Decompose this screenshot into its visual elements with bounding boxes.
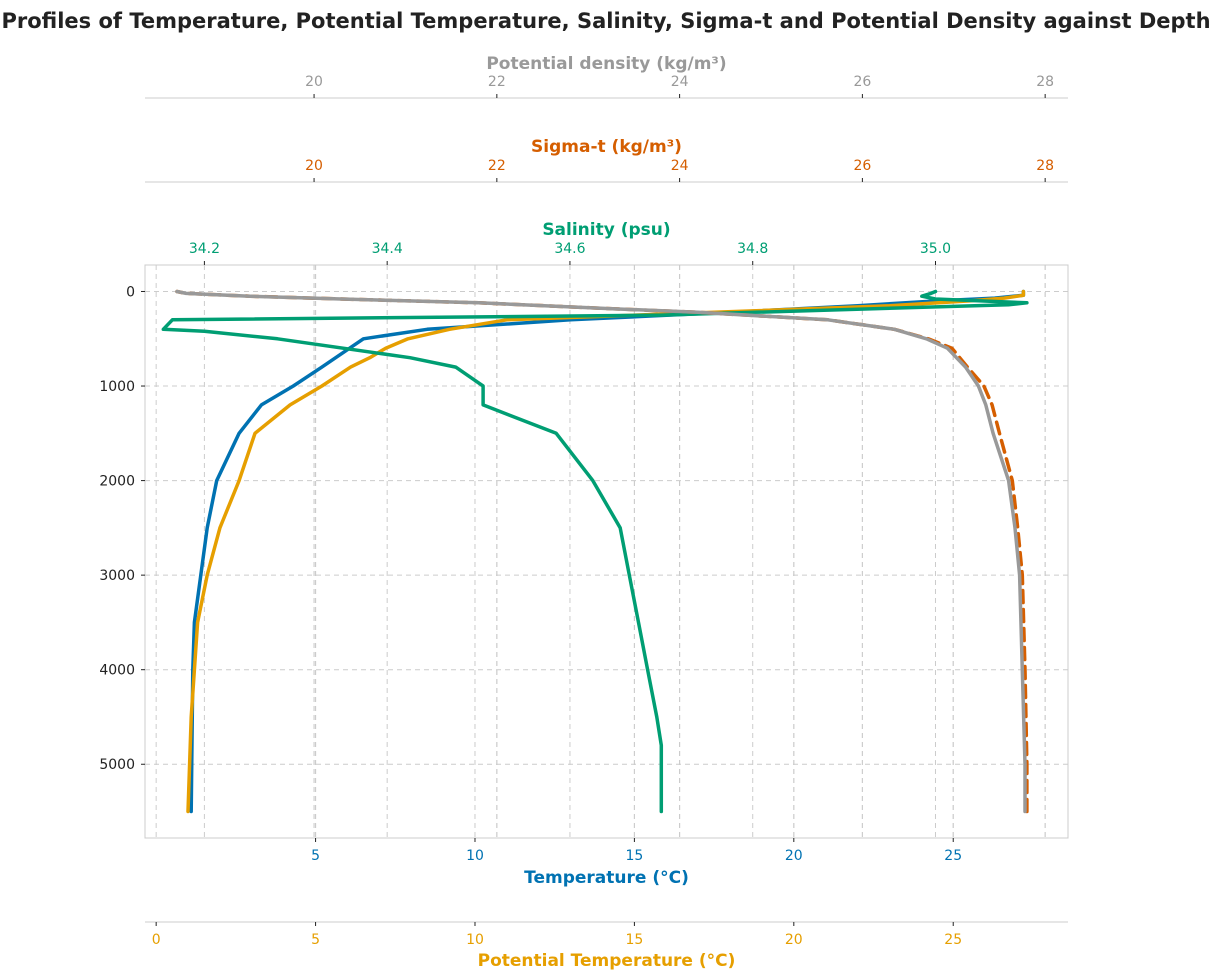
x-tick-label-salinity: 34.6: [554, 241, 585, 257]
series-line-salinity: [161, 289, 1029, 814]
series-layer: [161, 289, 1029, 814]
y-tick-label: 4000: [99, 663, 135, 679]
chart-title: Profiles of Temperature, Potential Tempe…: [1, 9, 1210, 33]
x-tick-label-temperature: 25: [944, 848, 962, 864]
x-tick-label-potential_density: 28: [1036, 74, 1054, 90]
x-tick-label-potential_temperature: 15: [625, 932, 643, 948]
x-tick-label-sigma_t: 22: [488, 158, 506, 174]
x-tick-label-temperature: 20: [785, 848, 803, 864]
x-tick-label-potential_density: 24: [671, 74, 689, 90]
x-tick-label-sigma_t: 26: [853, 158, 871, 174]
x-tick-label-salinity: 34.8: [737, 241, 768, 257]
x-tick-label-potential_density: 26: [853, 74, 871, 90]
y-tick-label: 3000: [99, 568, 135, 584]
series-line-potential_temperature: [186, 289, 1026, 814]
x-tick-label-temperature: 10: [466, 848, 484, 864]
axis-title-potential_temperature: Potential Temperature (°C): [478, 951, 736, 971]
y-tick-label: 0: [126, 284, 135, 300]
x-tick-label-potential_density: 22: [488, 74, 506, 90]
x-tick-label-potential_temperature: 25: [944, 932, 962, 948]
x-tick-label-temperature: 15: [625, 848, 643, 864]
x-tick-label-sigma_t: 24: [671, 158, 689, 174]
x-tick-label-potential_density: 20: [305, 74, 323, 90]
x-tick-label-potential_temperature: 0: [152, 932, 161, 948]
x-tick-label-potential_temperature: 5: [311, 932, 320, 948]
axes-layer: 0 1000 2000 3000 4000 5000 5 10 15 20 25 Temperatur…: [99, 54, 1068, 971]
x-tick-label-sigma_t: 20: [305, 158, 323, 174]
x-tick-label-salinity: 35.0: [920, 241, 951, 257]
y-tick-label: 2000: [99, 474, 135, 490]
x-tick-label-temperature: 5: [311, 848, 320, 864]
x-tick-label-salinity: 34.4: [372, 241, 403, 257]
grid-layer: [145, 265, 1068, 838]
y-tick-label: 1000: [99, 379, 135, 395]
plot-frame: [144, 264, 1069, 839]
x-tick-label-potential_temperature: 10: [466, 932, 484, 948]
x-tick-label-potential_temperature: 20: [785, 932, 803, 948]
series-line-temperature: [189, 289, 1026, 814]
series-line-potential_density: [175, 289, 1027, 814]
series-line-sigma_t: [175, 289, 1029, 814]
y-tick-label: 5000: [99, 757, 135, 773]
x-tick-label-salinity: 34.2: [189, 241, 220, 257]
axis-title-temperature: Temperature (°C): [524, 868, 689, 888]
x-tick-label-sigma_t: 28: [1036, 158, 1054, 174]
axis-title-salinity: Salinity (psu): [542, 220, 670, 240]
axis-title-sigma_t: Sigma-t (kg/m³): [531, 137, 682, 157]
axis-title-potential_density: Potential density (kg/m³): [486, 54, 726, 74]
